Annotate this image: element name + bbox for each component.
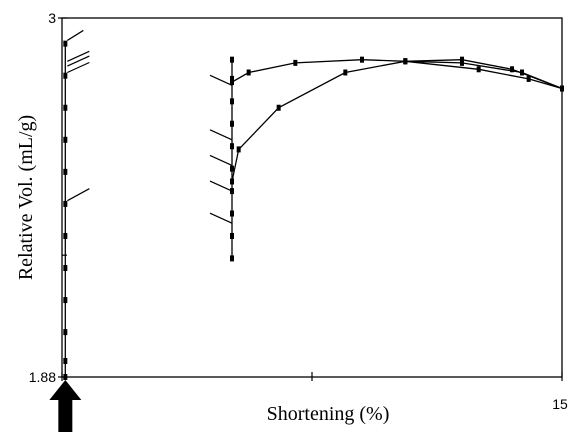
data-point [63, 136, 68, 143]
trace-branch [209, 180, 233, 192]
x-axis-label: Shortening (%) [267, 403, 390, 425]
series-line [231, 59, 563, 90]
x-tick-label: 15 [552, 396, 568, 412]
data-point [63, 232, 68, 239]
plot-frame [61, 17, 563, 378]
trace-branch [209, 212, 233, 224]
data-point [230, 143, 234, 150]
data-point [230, 56, 234, 63]
trace-branch [209, 74, 233, 86]
data-point [276, 104, 281, 111]
data-point [343, 69, 348, 76]
data-point [293, 59, 298, 66]
data-point [63, 40, 68, 47]
trace-branch [67, 50, 90, 62]
data-point [460, 59, 464, 66]
data-point [510, 66, 514, 73]
series-line [231, 59, 563, 182]
data-point [526, 75, 531, 82]
data-point [63, 374, 68, 380]
data-point [230, 178, 234, 185]
data-point [230, 98, 234, 105]
trace-branch [209, 154, 233, 166]
data-point [63, 265, 68, 272]
series-layer [49, 29, 564, 432]
data-point [246, 69, 251, 76]
data-point [230, 75, 234, 82]
data-point [230, 79, 234, 86]
data-point [476, 66, 481, 73]
text-layer: 3 1.88 15 Shortening (%) Relative Vol. (mL/g… [15, 10, 568, 425]
data-point [63, 168, 68, 175]
data-point [63, 200, 68, 207]
data-point [360, 56, 364, 63]
trace-branch [67, 29, 84, 41]
y-tick-label: 1.88 [29, 369, 56, 385]
data-point [63, 104, 68, 111]
data-point [230, 255, 234, 262]
trace-branch [67, 55, 90, 67]
trace-branch [67, 188, 90, 202]
axis-layer [58, 17, 563, 381]
data-point [236, 146, 241, 153]
data-point [230, 210, 234, 217]
data-point [403, 58, 408, 65]
data-point [560, 85, 564, 92]
marker-arrow [49, 380, 82, 432]
data-point [230, 165, 234, 172]
y-tick-label: 3 [48, 10, 56, 26]
data-point [63, 357, 68, 364]
data-point [63, 297, 68, 304]
trace-branch [209, 129, 233, 141]
data-point [230, 120, 234, 127]
data-point [63, 72, 68, 79]
y-axis-label: Relative Vol. (mL/g) [15, 115, 37, 280]
data-point [460, 56, 464, 63]
trace-branch [67, 61, 90, 74]
data-point [230, 232, 234, 239]
series-line [405, 60, 563, 90]
data-point [63, 329, 68, 336]
